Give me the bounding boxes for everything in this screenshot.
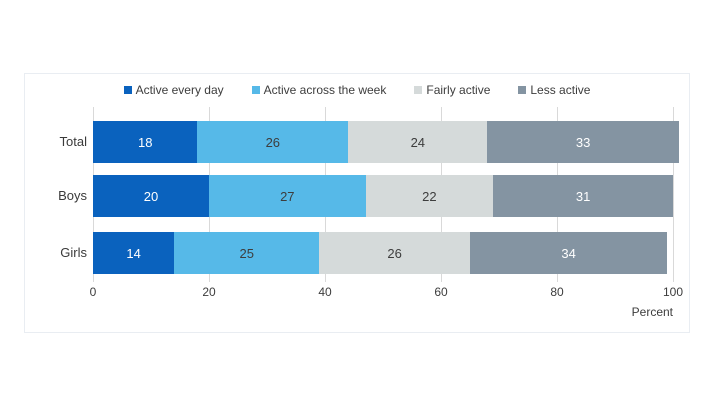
x-tick-label-0: 0 — [89, 285, 97, 299]
x-axis: 0 20 40 60 80 100 — [89, 285, 683, 301]
chart-legend: Active every day Active across the week Fa… — [25, 83, 689, 97]
legend-label: Less active — [530, 83, 591, 97]
bar-segment-girls-active-every-day: 14 — [93, 232, 175, 274]
bar-value-label: 33 — [575, 134, 591, 150]
x-tick-label-80: 80 — [550, 285, 564, 299]
category-label: Boys — [58, 188, 87, 203]
bar-stack: 18 26 24 33 — [93, 121, 679, 163]
legend-label: Active every day — [135, 83, 224, 97]
bar-value-label: 26 — [265, 134, 281, 150]
bar-segment-total-active-every-day: 18 — [93, 121, 198, 163]
bar-row-total: Total 18 26 24 33 — [60, 121, 679, 163]
legend-swatch-icon — [251, 86, 260, 94]
legend-label: Active across the week — [263, 83, 387, 97]
legend-swatch-icon — [414, 86, 423, 94]
bar-value-label: 34 — [561, 245, 576, 261]
bar-segment-total-active-across-the-week: 26 — [197, 121, 349, 163]
x-tick-label-40: 40 — [318, 285, 332, 299]
bar-segment-total-less-active: 33 — [487, 121, 679, 163]
legend-label: Fairly active — [426, 83, 491, 97]
bar-segment-boys-fairly-active: 22 — [365, 175, 494, 217]
bar-stack: 20 27 22 31 — [93, 175, 673, 217]
legend-swatch-icon — [518, 86, 527, 94]
bar-value-label: 20 — [143, 188, 159, 204]
x-tick-label-60: 60 — [434, 285, 448, 299]
bar-value-label: 24 — [410, 134, 426, 150]
bar-segment-total-fairly-active: 24 — [348, 121, 488, 163]
bar-stack: 14 25 26 34 — [93, 232, 668, 274]
category-label: Girls — [60, 245, 87, 260]
x-tick-label-100: 100 — [662, 285, 684, 299]
bar-segment-girls-fairly-active: 26 — [319, 232, 470, 274]
bar-row-boys: Boys 20 27 22 31 — [58, 175, 673, 217]
bar-row-girls: Girls 14 25 26 34 — [60, 232, 673, 274]
bar-segment-boys-less-active: 31 — [493, 175, 673, 217]
legend-item-less-active: Less active — [518, 83, 590, 97]
plot-area: Total 18 26 24 33 Boys 20 27 22 31 Girls 14 25 26 34 — [58, 107, 679, 282]
legend-item-fairly-active: Fairly active — [414, 83, 490, 97]
chart-container: Active every day Active across the week Fa… — [24, 73, 690, 333]
legend-swatch-icon — [123, 86, 132, 94]
bar-value-label: 22 — [422, 188, 437, 204]
bar-segment-boys-active-every-day: 20 — [93, 175, 209, 217]
legend-item-active-across-the-week: Active across the week — [251, 83, 387, 97]
bar-segment-girls-active-across-the-week: 25 — [174, 232, 320, 274]
bar-value-label: 26 — [387, 245, 402, 261]
legend-item-active-every-day: Active every day — [123, 83, 224, 97]
bar-segment-girls-less-active: 34 — [470, 232, 668, 274]
category-label: Total — [59, 134, 87, 149]
bar-value-label: 14 — [126, 245, 141, 261]
x-axis-title: Percent — [631, 305, 673, 319]
bar-value-label: 18 — [137, 134, 153, 150]
bar-value-label: 31 — [575, 188, 591, 204]
bar-value-label: 27 — [280, 188, 295, 204]
gridline-100 — [673, 107, 674, 282]
bar-value-label: 25 — [239, 245, 254, 261]
bar-segment-boys-active-across-the-week: 27 — [209, 175, 366, 217]
x-tick-label-20: 20 — [202, 285, 216, 299]
